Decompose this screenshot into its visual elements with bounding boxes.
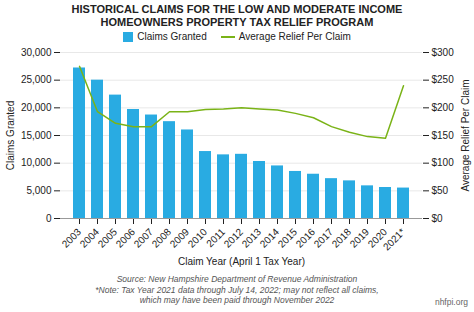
svg-text:2011: 2011 bbox=[204, 226, 227, 249]
html-text:nhfpi.org: nhfpi.org bbox=[434, 296, 468, 307]
svg-text:Average Relief Per Claim: Average Relief Per Claim bbox=[460, 79, 471, 191]
svg-text:2006: 2006 bbox=[114, 226, 138, 250]
svg-text:2004: 2004 bbox=[78, 226, 102, 250]
svg-text:10,000: 10,000 bbox=[21, 157, 52, 168]
svg-text:$100: $100 bbox=[432, 157, 455, 168]
html-text:Claims Granted: Claims Granted bbox=[137, 30, 207, 42]
svg-text:$250: $250 bbox=[432, 74, 455, 85]
html-text:Source: New Hampshire Departme: Source: New Hampshire Department of Reve… bbox=[95, 274, 379, 305]
svg-text:$300: $300 bbox=[432, 47, 455, 58]
svg-text:2018: 2018 bbox=[330, 226, 354, 250]
svg-text:2015: 2015 bbox=[276, 226, 300, 250]
svg-text:2003: 2003 bbox=[60, 226, 84, 250]
svg-text:2019: 2019 bbox=[348, 226, 372, 250]
svg-text:2005: 2005 bbox=[96, 226, 120, 250]
svg-text:2016: 2016 bbox=[294, 226, 318, 250]
svg-text:2010: 2010 bbox=[186, 226, 210, 250]
svg-text:$0: $0 bbox=[432, 213, 444, 224]
svg-text:2017: 2017 bbox=[312, 226, 336, 250]
svg-text:2007: 2007 bbox=[132, 226, 156, 250]
svg-text:2021*: 2021* bbox=[381, 226, 407, 252]
svg-text:15,000: 15,000 bbox=[21, 130, 52, 141]
svg-text:2008: 2008 bbox=[150, 226, 174, 250]
svg-text:5,000: 5,000 bbox=[26, 185, 51, 196]
svg-text:$150: $150 bbox=[432, 130, 455, 141]
svg-text:2014: 2014 bbox=[258, 226, 282, 250]
svg-text:$50: $50 bbox=[432, 185, 449, 196]
svg-text:2020: 2020 bbox=[365, 226, 390, 250]
html-text:Average Relief Per Claim: Average Relief Per Claim bbox=[238, 30, 351, 42]
svg-text:20,000: 20,000 bbox=[21, 102, 52, 113]
svg-text:2012: 2012 bbox=[222, 226, 246, 250]
html-text:HISTORICAL CLAIMS FOR THE LOW: HISTORICAL CLAIMS FOR THE LOW AND MODERA… bbox=[71, 3, 403, 28]
svg-text:Claims Granted: Claims Granted bbox=[5, 101, 16, 170]
svg-text:2013: 2013 bbox=[240, 226, 264, 250]
svg-text:2009: 2009 bbox=[168, 226, 192, 250]
svg-text:$200: $200 bbox=[432, 102, 455, 113]
svg-text:25,000: 25,000 bbox=[21, 74, 52, 85]
svg-text:30,000: 30,000 bbox=[21, 47, 52, 58]
svg-text:0: 0 bbox=[46, 213, 52, 224]
svg-text:Claim Year (April 1 Tax Year): Claim Year (April 1 Tax Year) bbox=[178, 256, 305, 267]
